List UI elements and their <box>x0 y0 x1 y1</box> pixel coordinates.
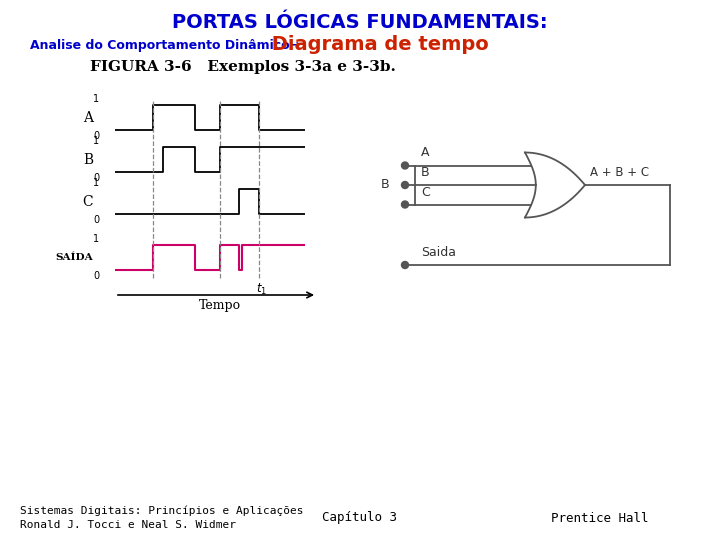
Text: B: B <box>83 152 93 166</box>
Text: 1: 1 <box>93 136 99 146</box>
Text: 0: 0 <box>93 131 99 141</box>
Text: PORTAS LÓGICAS FUNDAMENTAIS:: PORTAS LÓGICAS FUNDAMENTAIS: <box>172 12 548 31</box>
Circle shape <box>402 181 408 188</box>
Text: 0: 0 <box>93 271 99 281</box>
Text: B: B <box>381 179 390 192</box>
Text: C: C <box>421 186 430 199</box>
Text: C: C <box>82 194 93 208</box>
Text: 1: 1 <box>93 178 99 188</box>
Text: A: A <box>83 111 93 125</box>
Text: SAÍDA: SAÍDA <box>55 253 93 262</box>
Text: 1: 1 <box>93 234 99 244</box>
Text: Diagrama de tempo: Diagrama de tempo <box>265 36 489 55</box>
Text: Tempo: Tempo <box>199 299 241 312</box>
Text: Sistemas Digitais: Princípios e Aplicações
Ronald J. Tocci e Neal S. Widmer: Sistemas Digitais: Princípios e Aplicaçõ… <box>20 506 304 530</box>
Text: B: B <box>421 166 430 179</box>
Text: 0: 0 <box>93 173 99 183</box>
Text: $t_1$: $t_1$ <box>256 282 267 297</box>
Text: Capítulo 3: Capítulo 3 <box>323 511 397 524</box>
Text: A: A <box>421 146 430 159</box>
Circle shape <box>402 201 408 208</box>
Text: 1: 1 <box>93 94 99 104</box>
Circle shape <box>402 261 408 268</box>
Text: Analise do Comportamento Dinâmico→: Analise do Comportamento Dinâmico→ <box>30 38 300 51</box>
Text: FIGURA 3-6   Exemplos 3-3a e 3-3b.: FIGURA 3-6 Exemplos 3-3a e 3-3b. <box>90 60 396 74</box>
Text: Prentice Hall: Prentice Hall <box>552 511 649 524</box>
Text: 0: 0 <box>93 215 99 225</box>
Text: Saida: Saida <box>421 246 456 259</box>
Text: A + B + C: A + B + C <box>590 166 649 179</box>
Circle shape <box>402 162 408 169</box>
